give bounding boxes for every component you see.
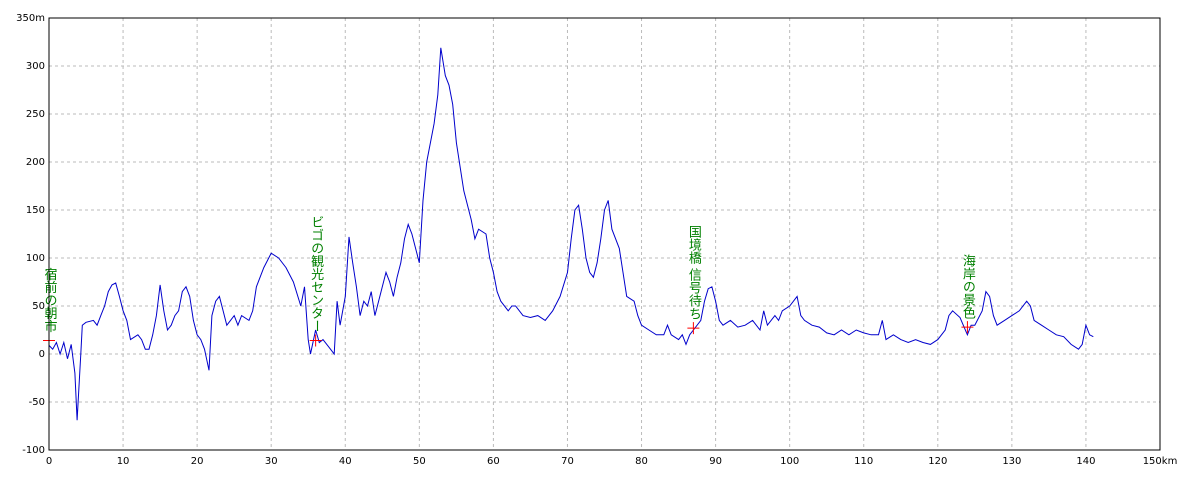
x-tick-label: 10 <box>117 456 130 467</box>
x-tick-label: 80 <box>635 456 648 467</box>
x-tick-label: 20 <box>191 456 204 467</box>
waypoint-label: 国境橋 信号待ち <box>686 225 702 321</box>
y-tick-label: 50 <box>32 301 45 312</box>
y-tick-label: 300 <box>26 61 45 72</box>
waypoint-label: 海岸の景色 <box>960 254 976 319</box>
x-tick-label: 50 <box>413 456 426 467</box>
x-tick-label: 110 <box>854 456 873 467</box>
x-tick-label: 130 <box>1002 456 1021 467</box>
y-tick-label: 100 <box>26 253 45 264</box>
y-tick-label: 0 <box>39 349 45 360</box>
elevation-line <box>48 47 1094 421</box>
y-tick-label: 350m <box>16 13 45 24</box>
x-tick-label: 40 <box>339 456 352 467</box>
waypoint-marker <box>961 321 974 334</box>
y-tick-label: 250 <box>26 109 45 120</box>
x-tick-label: 120 <box>928 456 947 467</box>
waypoint-label: ビゴの観光センター <box>308 216 324 333</box>
x-tick-label: 0 <box>46 456 52 467</box>
x-tick-label: 30 <box>265 456 278 467</box>
y-tick-label: 200 <box>26 157 45 168</box>
y-tick-label: -100 <box>22 445 45 456</box>
y-tick-label: 150 <box>26 205 45 216</box>
x-tick-label: 70 <box>561 456 574 467</box>
waypoint-marker <box>309 334 322 347</box>
plot-area <box>48 17 1161 451</box>
y-tick-label: -50 <box>29 397 45 408</box>
x-tick-label: 90 <box>709 456 722 467</box>
x-tick-label: 150km <box>1143 456 1178 467</box>
x-tick-label: 140 <box>1076 456 1095 467</box>
x-tick-label: 100 <box>780 456 799 467</box>
x-tick-label: 60 <box>487 456 500 467</box>
waypoint-marker <box>687 322 700 335</box>
